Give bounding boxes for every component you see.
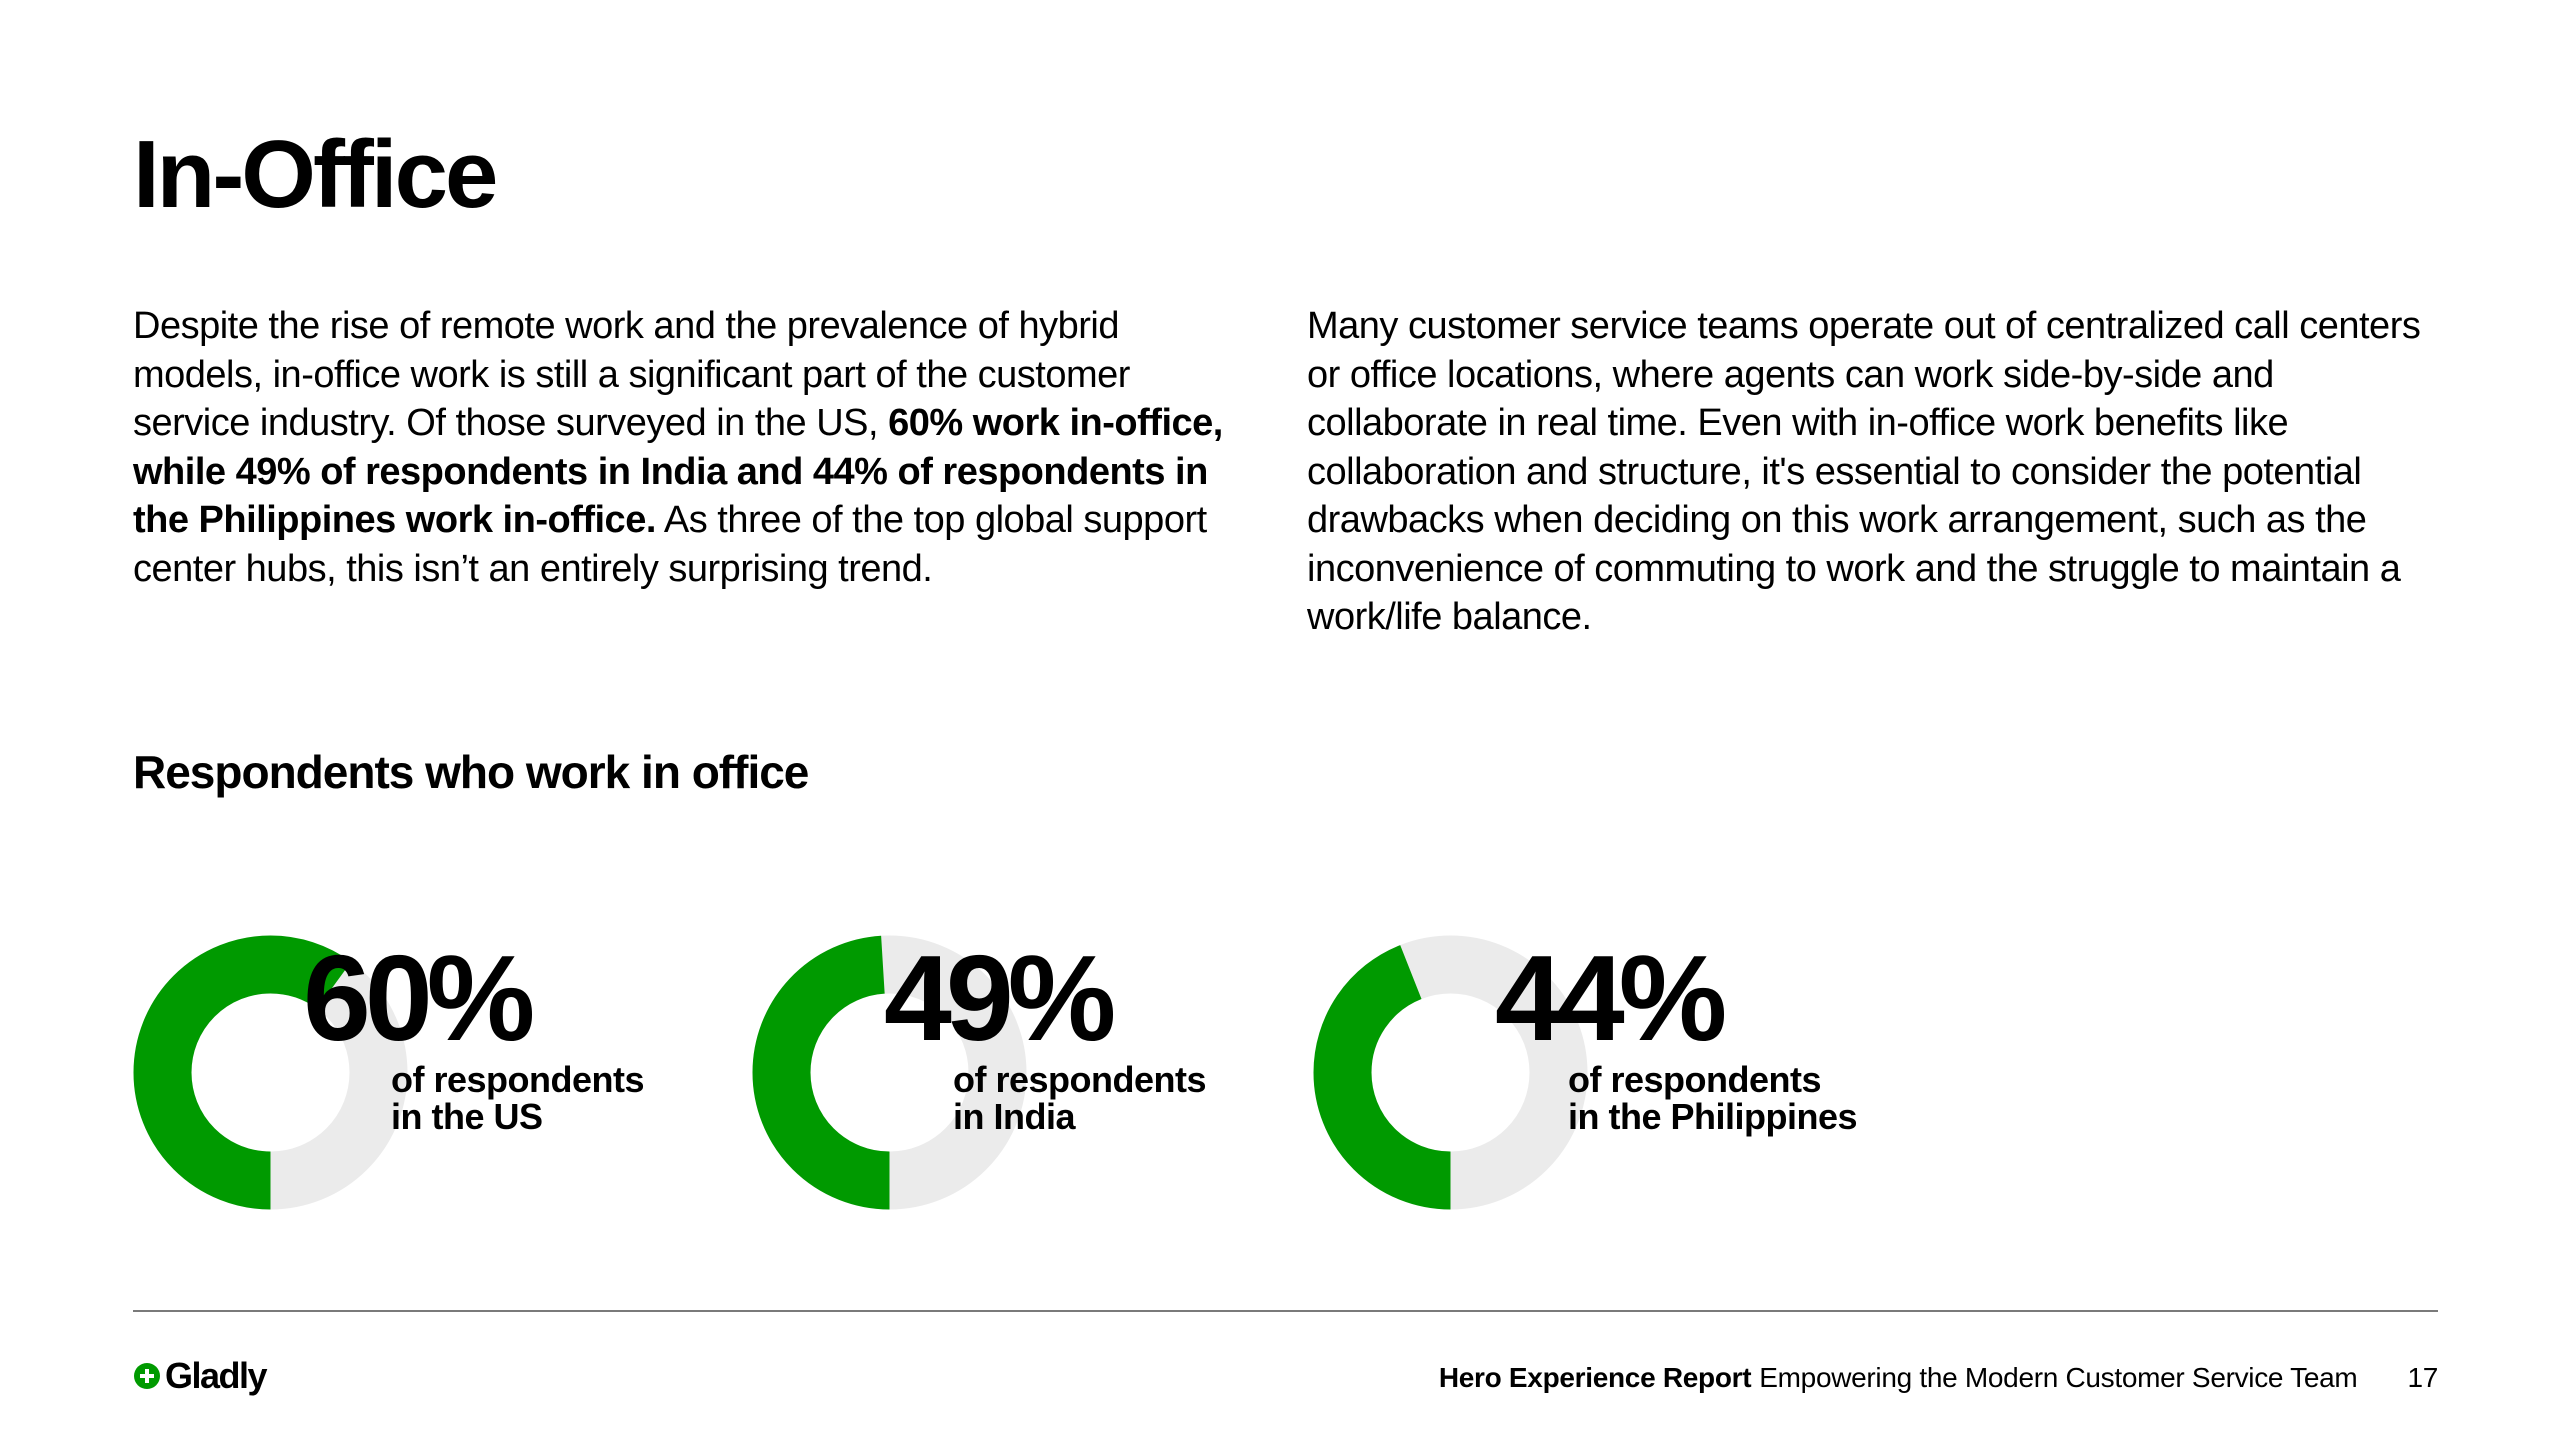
intro-text: As three of the top global support cente… <box>133 499 1207 590</box>
stat-caption: of respondents in the US <box>391 1059 645 1137</box>
stat-caption-line: of respondents <box>391 1059 645 1100</box>
stat-caption-line: in India <box>953 1096 1076 1137</box>
brand-logo: Gladly <box>133 1355 268 1396</box>
stat-philippines: 44% of respondents in the Philippines <box>1313 935 1913 1210</box>
brand-name: Gladly <box>165 1355 268 1396</box>
donut-chart-india <box>752 935 1027 1210</box>
report-subtitle: Empowering the Modern Customer Service T… <box>1759 1362 2358 1393</box>
intro-text: Despite the rise of remote work and the … <box>133 305 1130 444</box>
chart-title: Respondents who work in office <box>133 746 809 798</box>
stat-india: 49% of respondents in India <box>752 935 1352 1210</box>
stat-us: 60% of respondents in the US <box>133 935 733 1210</box>
stat-percentage: 60% <box>303 930 535 1066</box>
stat-caption-line: of respondents <box>1568 1059 1822 1100</box>
intro-paragraph-left: Despite the rise of remote work and the … <box>133 302 1243 593</box>
intro-highlight-text: 60% work in-office, while 49% of respond… <box>133 402 1223 541</box>
footer-divider <box>133 1310 2438 1312</box>
donut-chart-philippines <box>1313 935 1588 1210</box>
donut-chart-us <box>133 935 408 1210</box>
stat-percentage: 44% <box>1495 930 1727 1066</box>
report-footer: Hero Experience Report Empowering the Mo… <box>1439 1360 2438 1396</box>
report-title: Hero Experience Report <box>1438 1362 1752 1393</box>
stat-caption: of respondents in the Philippines <box>1568 1059 1858 1137</box>
stat-percentage: 49% <box>884 930 1116 1066</box>
stat-caption: of respondents in India <box>953 1059 1207 1137</box>
donut-fill <box>1313 935 1588 1210</box>
donut-fill <box>133 935 408 1210</box>
page-number: 17 <box>2407 1362 2438 1393</box>
stat-caption-line: in the US <box>391 1096 543 1137</box>
stat-caption-line: of respondents <box>953 1059 1207 1100</box>
stat-caption-line: in the Philippines <box>1568 1096 1858 1137</box>
page-title: In-Office <box>133 121 498 228</box>
plus-circle-icon <box>134 1363 160 1389</box>
donut-fill <box>752 935 1027 1210</box>
intro-paragraph-right: Many customer service teams operate out … <box>1307 305 2421 638</box>
